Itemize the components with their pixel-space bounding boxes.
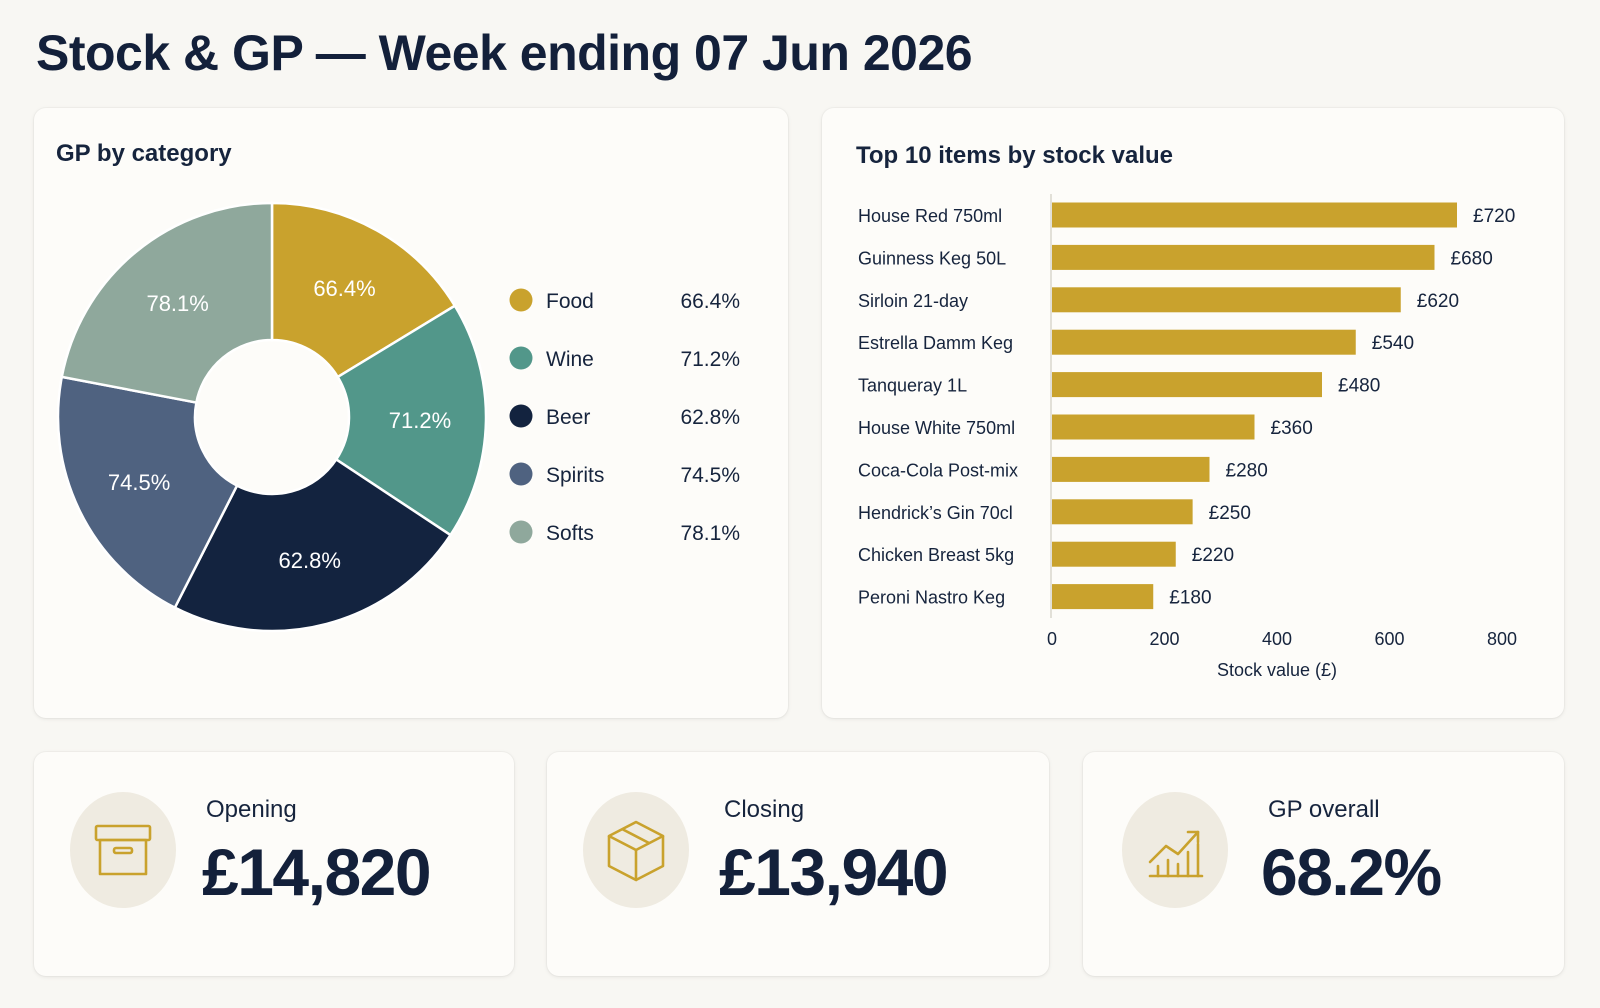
bar-category-label: Peroni Nastro Keg bbox=[858, 588, 1005, 608]
legend-label-food: Food bbox=[546, 290, 594, 313]
slice-label-food: 66.4% bbox=[313, 276, 375, 301]
archive-box-icon bbox=[70, 792, 176, 908]
gp-donut-chart: 66.4% 71.2% 62.8% 74.5% 78.1% Food 66.4% Wine 71… bbox=[56, 201, 740, 633]
bar-value-label: £540 bbox=[1372, 333, 1414, 354]
bar-value-label: £620 bbox=[1417, 291, 1459, 312]
x-tick-label: 800 bbox=[1487, 629, 1517, 649]
gp-chart-title: GP by category bbox=[56, 140, 232, 167]
x-tick-label: 600 bbox=[1374, 629, 1404, 649]
bar-value-label: £180 bbox=[1169, 588, 1211, 609]
kpi-gp-overall-value: 68.2% bbox=[1261, 835, 1442, 909]
top-items-card: Top 10 items by stock value House Red 75… bbox=[822, 108, 1564, 718]
bar-10 bbox=[1052, 584, 1154, 610]
legend-label-softs: Softs bbox=[546, 522, 594, 545]
kpi-opening-value: £14,820 bbox=[202, 835, 432, 909]
kpi-card-closing: Closing £13,940 bbox=[547, 752, 1049, 976]
top-items-bar-chart: House Red 750ml £720 Guinness Keg 50L £680 S… bbox=[858, 194, 1517, 680]
kpi-opening-label: Opening bbox=[206, 796, 297, 823]
legend-label-wine: Wine bbox=[546, 348, 594, 371]
bar-category-label: Coca-Cola Post-mix bbox=[858, 460, 1018, 480]
legend-value-softs: 78.1% bbox=[680, 522, 740, 545]
bar-2 bbox=[1052, 244, 1435, 270]
package-cube-icon bbox=[583, 792, 689, 908]
page-title: Stock & GP — Week ending 07 Jun 2026 bbox=[36, 25, 973, 81]
slice-label-beer: 62.8% bbox=[279, 548, 341, 573]
bar-3 bbox=[1052, 287, 1401, 313]
bar-value-label: £360 bbox=[1271, 418, 1313, 439]
slice-label-wine: 71.2% bbox=[389, 408, 451, 433]
kpi-gp-overall-label: GP overall bbox=[1268, 796, 1380, 823]
kpi-card-gp-overall: GP overall 68.2% bbox=[1083, 752, 1564, 976]
bar-5 bbox=[1052, 372, 1322, 398]
x-tick-label: 200 bbox=[1149, 629, 1179, 649]
bar-category-label: House White 750ml bbox=[858, 418, 1015, 438]
legend-swatch-spirits bbox=[509, 462, 533, 486]
legend-swatch-beer bbox=[509, 404, 533, 428]
bar-1 bbox=[1052, 202, 1457, 228]
bar-value-label: £250 bbox=[1209, 503, 1251, 524]
bar-category-label: House Red 750ml bbox=[858, 206, 1002, 226]
bar-category-label: Tanqueray 1L bbox=[858, 376, 967, 396]
bar-value-label: £720 bbox=[1473, 206, 1515, 227]
legend-label-beer: Beer bbox=[546, 406, 590, 429]
donut-slice-spirits bbox=[56, 375, 239, 610]
bar-value-label: £220 bbox=[1192, 545, 1234, 566]
kpi-closing-label: Closing bbox=[724, 796, 805, 823]
legend-swatch-wine bbox=[509, 346, 533, 370]
bar-category-label: Chicken Breast 5kg bbox=[858, 545, 1014, 565]
bar-value-label: £680 bbox=[1451, 248, 1493, 269]
x-tick-label: 400 bbox=[1262, 629, 1292, 649]
bar-4 bbox=[1052, 329, 1356, 355]
top-items-chart-title: Top 10 items by stock value bbox=[856, 142, 1174, 169]
kpi-closing-value: £13,940 bbox=[719, 835, 949, 909]
bar-7 bbox=[1052, 456, 1210, 482]
legend-value-spirits: 74.5% bbox=[680, 464, 740, 487]
kpi-card-opening: Opening £14,820 bbox=[34, 752, 514, 976]
bar-value-label: £480 bbox=[1338, 376, 1380, 397]
bar-category-label: Estrella Damm Keg bbox=[858, 333, 1013, 353]
slice-label-softs: 78.1% bbox=[146, 291, 208, 316]
bar-6 bbox=[1052, 414, 1255, 440]
bar-8 bbox=[1052, 499, 1193, 525]
slice-label-spirits: 74.5% bbox=[108, 470, 170, 495]
bar-category-label: Sirloin 21-day bbox=[858, 291, 968, 311]
legend-value-wine: 71.2% bbox=[680, 348, 740, 371]
legend-value-beer: 62.8% bbox=[680, 406, 740, 429]
gp-by-category-card: GP by category 66.4% 71.2% 62.8% 74.5% 78.1%… bbox=[34, 108, 788, 718]
legend-swatch-softs bbox=[509, 520, 533, 544]
donut-slice-beer bbox=[173, 457, 453, 633]
x-axis-title: Stock value (£) bbox=[1217, 660, 1337, 680]
legend-label-spirits: Spirits bbox=[546, 464, 604, 487]
bar-category-label: Hendrick’s Gin 70cl bbox=[858, 503, 1013, 523]
trend-chart-icon bbox=[1122, 792, 1228, 908]
bar-category-label: Guinness Keg 50L bbox=[858, 248, 1006, 268]
donut-slice-softs bbox=[60, 201, 274, 405]
legend-value-food: 66.4% bbox=[680, 290, 740, 313]
bar-9 bbox=[1052, 541, 1176, 567]
donut-slice-wine bbox=[334, 304, 488, 537]
bar-value-label: £280 bbox=[1226, 460, 1268, 481]
legend-swatch-food bbox=[509, 288, 533, 312]
x-tick-label: 0 bbox=[1047, 629, 1057, 649]
